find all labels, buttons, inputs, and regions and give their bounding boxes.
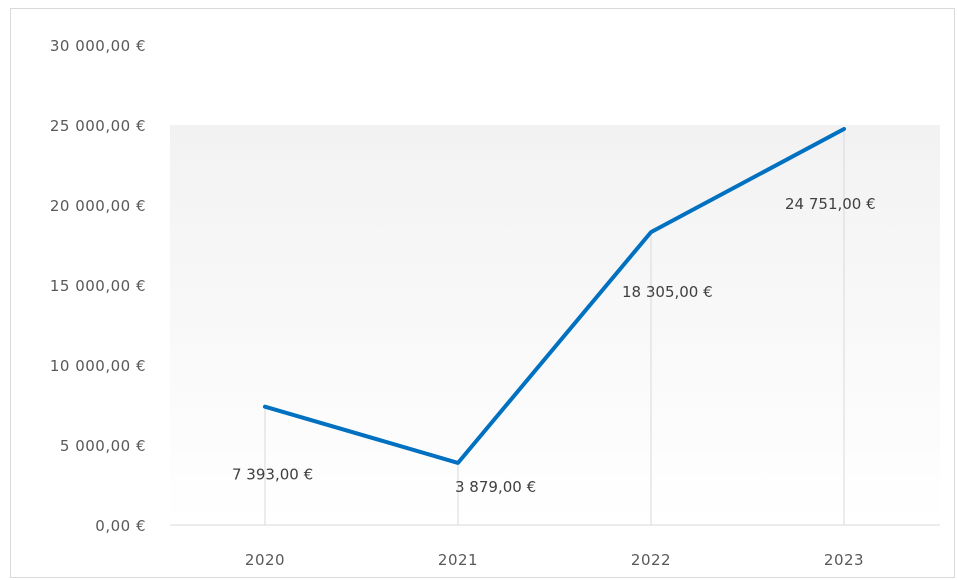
y-tick-label: 0,00 €: [95, 517, 146, 535]
x-tick-label: 2020: [245, 551, 285, 569]
x-tick-label: 2021: [438, 551, 478, 569]
y-tick-label: 15 000,00 €: [50, 277, 146, 295]
y-axis-tick-labels: 0,00 € 5 000,00 € 10 000,00 € 15 000,00 € 20…: [50, 37, 146, 535]
y-tick-label: 30 000,00 €: [50, 37, 146, 55]
y-tick-label: 20 000,00 €: [50, 197, 146, 215]
drop-lines: [264, 128, 845, 525]
y-tick-label: 10 000,00 €: [50, 357, 146, 375]
x-axis-tick-labels: 2020 2021 2022 2023: [245, 551, 864, 569]
data-label: 7 393,00 €: [232, 466, 313, 484]
data-labels: 7 393,00 € 3 879,00 € 18 305,00 € 24 751,00…: [232, 195, 876, 496]
y-tick-label: 5 000,00 €: [60, 437, 146, 455]
plot-area: [170, 125, 940, 525]
y-tick-label: 25 000,00 €: [50, 117, 146, 135]
x-tick-label: 2023: [824, 551, 864, 569]
data-label: 18 305,00 €: [622, 283, 713, 301]
data-label: 3 879,00 €: [455, 478, 536, 496]
data-label: 24 751,00 €: [785, 195, 876, 213]
series-line: [263, 127, 846, 465]
x-tick-label: 2022: [631, 551, 671, 569]
